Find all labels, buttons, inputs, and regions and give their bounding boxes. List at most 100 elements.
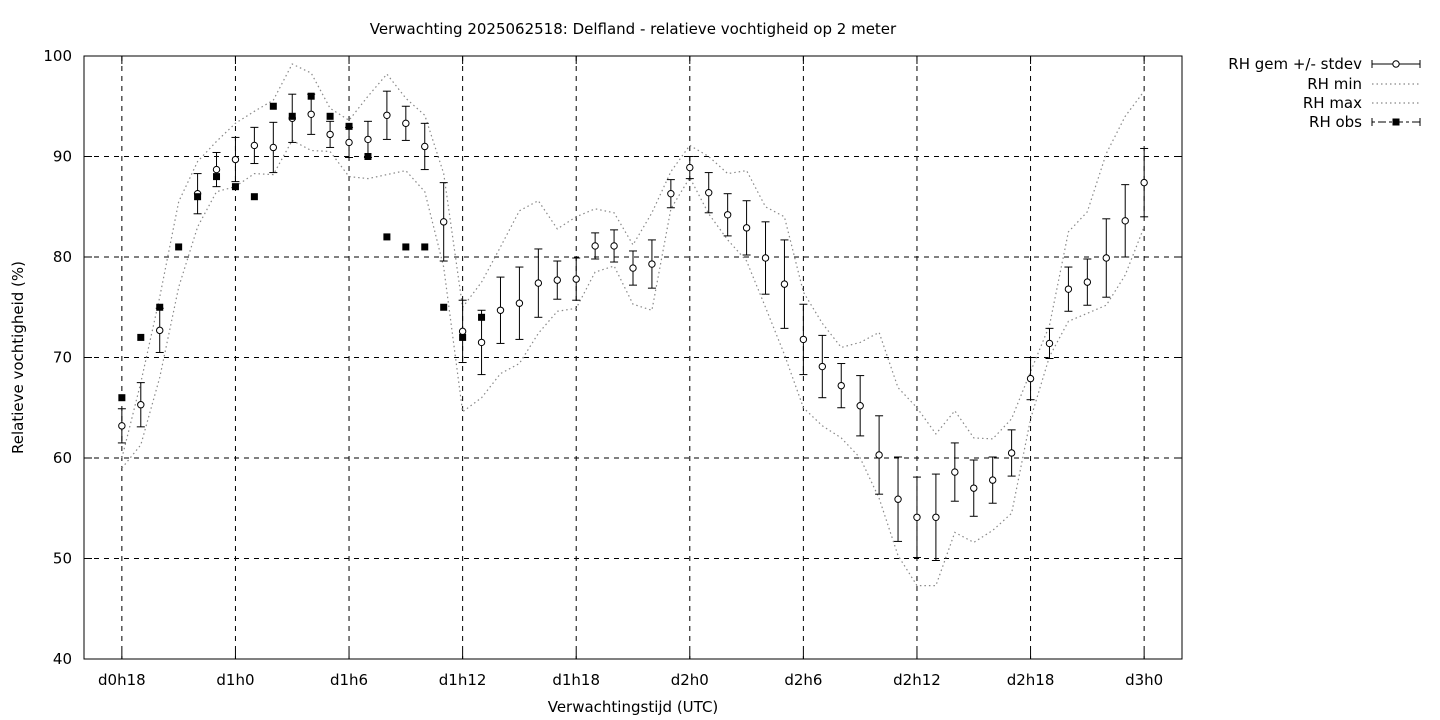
rh-obs-marker [137,333,145,341]
mean-circle-marker [1045,339,1054,348]
rh-mean-point [345,126,354,159]
rh-mean-point [742,200,751,256]
rh-mean-point [420,122,429,171]
legend-sample-marker [1392,60,1400,68]
mean-circle-marker [648,260,656,268]
rh-mean-point [610,229,619,263]
rh-mean-point [1026,357,1035,401]
y-tick-label: 50 [53,550,72,568]
mean-circle-marker [780,280,789,288]
legend-label: RH min [1307,75,1362,93]
rh-obs-marker [175,243,183,251]
rh-mean-point [1121,184,1130,258]
legend-sample-marker [1392,118,1400,126]
rh-mean-point [382,90,391,140]
x-tick-label: d1h12 [439,671,487,689]
rh-mean-point [250,126,259,165]
x-tick-label: d1h0 [216,671,254,689]
mean-circle-marker [970,484,978,492]
y-tick-label: 60 [53,449,72,467]
rh-mean-point [477,309,486,376]
mean-circle-marker [894,495,902,503]
x-axis-label: Verwachtingstijd (UTC) [548,698,719,716]
mean-circle-marker [667,189,675,198]
mean-circle-marker [534,279,543,287]
legend-label: RH max [1303,94,1362,112]
rh-mean-point [212,151,221,188]
mean-circle-marker [156,326,164,335]
rh-mean-point [326,120,335,148]
mean-circle-marker [250,141,259,150]
rh-mean-point [799,303,808,376]
mean-circle-marker [932,513,940,521]
mean-circle-marker [629,264,637,272]
rh-mean-point [231,136,240,183]
rh-obs-marker [478,313,486,321]
rh-obs-marker [250,193,258,201]
rh-mean-point [534,248,543,318]
rh-mean-point [856,375,865,437]
rh-mean-point [136,382,145,428]
chart-title: Verwachting 2025062518: Delfland - relat… [370,20,897,38]
rh-mean-point [496,276,505,344]
rh-mean-point [401,105,410,141]
rh-obs-marker [194,193,202,201]
rh-obs-marker [118,394,126,402]
rh-mean-point [117,408,126,444]
rh-mean-point [837,363,846,409]
mean-circle-marker [212,165,221,174]
rh-min-line [121,139,1145,587]
rh-obs-marker [326,112,334,120]
mean-circle-marker [761,254,770,262]
mean-circle-marker [553,276,561,284]
mean-circle-marker [742,224,751,232]
x-tick-label: d3h0 [1125,671,1163,689]
mean-circle-marker [818,362,827,371]
y-tick-label: 70 [53,349,72,367]
mean-circle-marker [1026,374,1035,383]
rh-mean-point [931,473,940,562]
rh-obs-marker [288,112,296,120]
x-tick-label: d2h12 [893,671,941,689]
rh-mean-point [1064,266,1073,312]
mean-circle-marker [1121,217,1129,225]
y-axis-label: Relatieve vochtigheid (%) [9,261,27,454]
mean-circle-marker [137,401,145,409]
legend-label: RH gem +/- stdev [1228,55,1362,73]
rh-mean-point [155,307,164,353]
mean-circle-marker [345,138,353,147]
mean-circle-marker [856,402,864,410]
mean-circle-marker [1064,285,1073,293]
mean-circle-marker [951,468,959,476]
mean-circle-marker [572,275,580,283]
rh-mean-point [363,120,372,159]
rh-mean-point [515,266,524,340]
grid [84,56,1182,659]
x-tick-label: d1h18 [552,671,600,689]
x-tick-label: d2h6 [784,671,822,689]
rh-mean-point [307,93,316,135]
mean-circle-marker [837,381,845,390]
rh-mean-point [685,156,694,180]
rh-obs-marker [459,333,467,341]
mean-circle-marker [269,143,278,152]
rh-obs-marker [345,122,353,130]
rh-mean-point [894,456,903,542]
rh-obs-marker [213,173,221,181]
mean-circle-marker [610,242,618,250]
mean-circle-marker [477,338,486,347]
rh-mean-point [1102,218,1111,298]
rh-obs-marker [440,303,448,311]
mean-circle-marker [439,218,448,226]
rh-mean-point [950,442,959,502]
mean-circle-marker [1083,278,1092,286]
rh-obs-marker [231,183,239,191]
mean-circle-marker [402,119,410,128]
y-tick-label: 90 [53,148,72,166]
x-tick-label: d1h6 [330,671,368,689]
rh-mean-point [439,182,448,262]
rh-obs-marker [364,153,372,160]
mean-circle-marker [326,130,334,139]
